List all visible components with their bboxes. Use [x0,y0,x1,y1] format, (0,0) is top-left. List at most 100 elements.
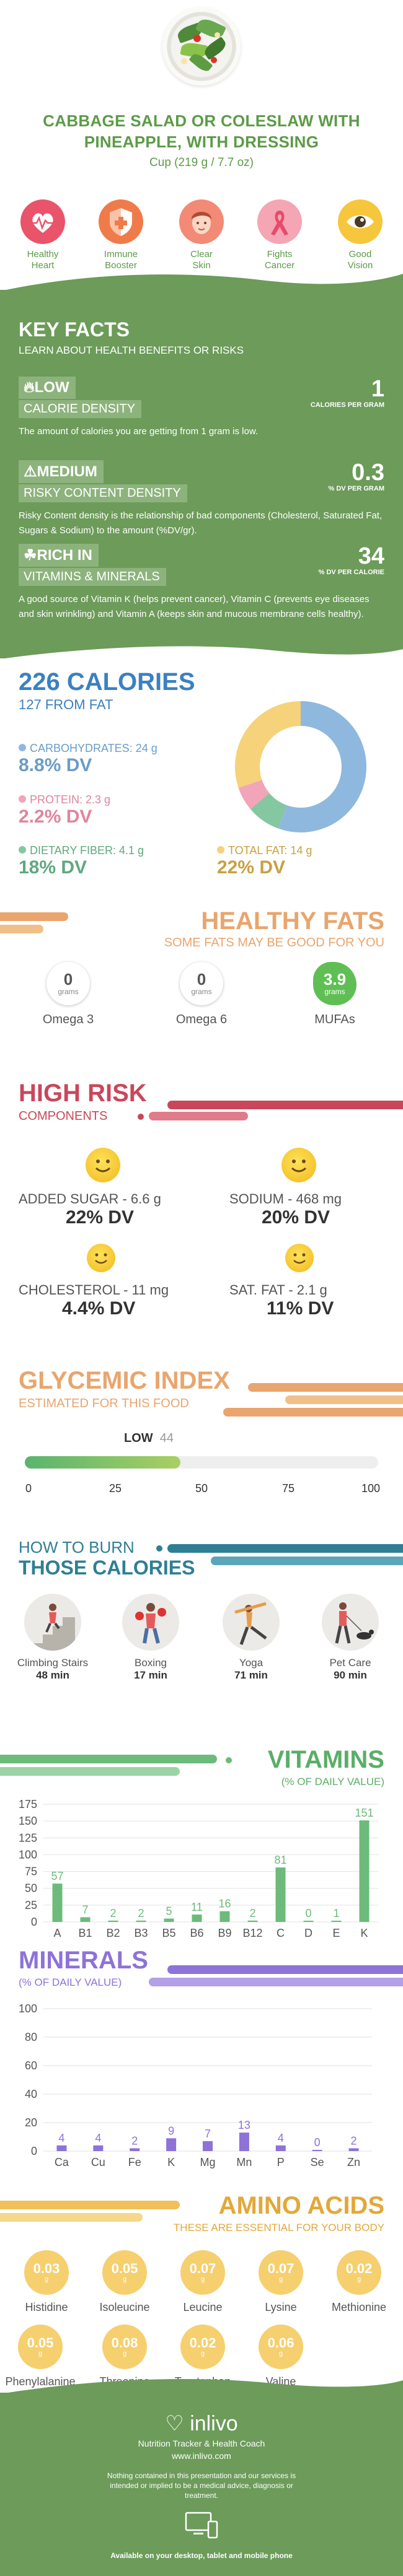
flame-icon: 🔥︎LOW [19,377,76,399]
key-facts-subtitle: LEARN ABOUT HEALTH BENEFITS OR RISKS [19,344,244,356]
glycemic-subtitle: ESTIMATED FOR THIS FOOD [19,1397,189,1410]
vitamins-bar-chart: 025507510012515017557A7B12B22B35B511B616… [19,1798,378,1939]
minerals-section: MINERALS (% OF DAILY VALUE) 0 20 40 60 80 100… [0,1947,403,2188]
bar-value-label: 2 [351,2134,357,2147]
x-tick-label: K [167,2156,175,2168]
smiley-icon [86,1148,120,1182]
smiley-icon [285,1244,314,1272]
serving-size: Cup (219 g / 7.7 oz) [149,156,254,169]
key-facts-section: KEY FACTS LEARN ABOUT HEALTH BENEFITS OR… [0,274,403,659]
risk-added-sugar: ADDED SUGAR - 6.6 g 22% DV [19,1148,198,1228]
vitamins-title: VITAMINS [267,1746,384,1773]
bar-value-label: 4 [95,2132,101,2144]
burn-title-line1: HOW TO BURN [19,1538,135,1557]
gi-tick: 25 [108,1482,122,1495]
gi-tick: 0 [25,1482,32,1495]
bar-se [312,2150,322,2151]
bar-value-label: 4 [278,2132,284,2144]
x-tick-label: B3 [134,1927,148,1939]
amino-methionine: 0.02 g Methionine [319,2250,399,2314]
y-tick-label: 0 [31,2145,37,2157]
x-tick-label: B5 [162,1927,175,1939]
heart-pulse-icon [20,199,65,244]
y-tick-label: 0 [31,1916,37,1928]
x-tick-label: Zn [347,2156,360,2168]
glycemic-bar-fill [25,1456,180,1469]
activity-yoga: Yoga 71 min [211,1594,291,1682]
fact-calorie-density: 🔥︎LOW CALORIE DENSITY 1 CALORIES PER GRAM… [19,376,384,437]
bar-ca [56,2145,67,2151]
disclaimer: Nothing contained in this presentation a… [107,2471,296,2500]
benefit-fights-cancer: Fights Cancer [246,199,314,271]
yoga-icon [223,1594,280,1651]
x-tick-label: B2 [106,1927,120,1939]
activity-climbing-stairs: Climbing Stairs 48 min [12,1594,93,1682]
minerals-title: MINERALS [19,1947,148,1974]
x-tick-label: B9 [218,1927,231,1939]
warning-icon: ⚠︎MEDIUM [19,460,104,483]
gi-tick: 75 [281,1482,295,1495]
brand-tagline: Nutrition Tracker & Health Coach [138,2438,265,2448]
x-tick-label: Ca [55,2156,69,2168]
bar-value-label: 0 [305,1907,311,1919]
bar-value-label: 151 [355,1807,373,1819]
glycemic-bar [25,1456,378,1469]
bar-k [166,2138,177,2151]
fact-vitamins-minerals: ☘︎RICH IN VITAMINS & MINERALS 34% DV PER… [19,543,384,619]
macro-protein: PROTEIN: 2.3 g 2.2% DV [0,791,205,836]
devices-icon [184,2510,219,2543]
activity-boxing: Boxing 17 min [110,1594,191,1682]
vitamins-subtitle: (% OF DAILY VALUE) [281,1776,384,1788]
macro-total-fat: TOTAL FAT: 14 g 22% DV [210,842,396,886]
bar-b3 [136,1920,146,1922]
donut-fat [235,701,366,832]
amino-leucine: 0.07 g Leucine [162,2250,243,2314]
heart-logo-icon: ♡ [165,2412,184,2435]
bar-value-label: 4 [58,2132,64,2144]
bar-k [359,1820,370,1922]
brand-url-link[interactable]: www.inlivo.com [172,2451,231,2461]
brand-logo[interactable]: ♡ inlivo [165,2412,238,2435]
x-tick-label: B1 [78,1927,92,1939]
health-benefits: Healthy Heart Immune Booster Clear Skin Fig… [0,199,403,286]
y-tick-label: 80 [25,2031,37,2043]
burn-calories-section: HOW TO BURN THOSE CALORIES Climbing Stai… [0,1538,403,1742]
gi-tick: 50 [195,1482,208,1495]
x-tick-label: A [53,1927,61,1939]
bar-b12 [247,1920,258,1922]
risk-sodium: SODIUM - 468 mg 20% DV [229,1148,403,1228]
stairs-icon [24,1594,81,1651]
bar-zn [348,2148,359,2151]
amino-lysine: 0.07 g Lysine [241,2250,321,2314]
fact-risky-content: ⚠︎MEDIUM RISKY CONTENT DENSITY 0.3% DV P… [19,460,384,536]
x-tick-label: P [277,2156,285,2168]
y-tick-label: 25 [25,1899,37,1911]
bar-value-label: 2 [110,1907,116,1919]
benefit-good-vision: Good Vision [326,199,394,271]
footer: ♡ inlivo Nutrition Tracker & Health Coac… [0,2379,403,2576]
bar-mg [203,2141,213,2151]
vitamins-section: VITAMINS (% OF DAILY VALUE) 0 25 50 75 100 12… [0,1742,403,1947]
y-tick-label: 75 [25,1866,37,1878]
fat-mufas: 3.9 grams MUFAs [291,962,378,1027]
healthy-fats-subtitle: SOME FATS MAY BE GOOD FOR YOU [164,936,384,950]
availability-note: Available on your desktop, tablet and mo… [110,2551,293,2560]
bar-value-label: 0 [314,2136,321,2149]
x-tick-label: C [277,1927,285,1939]
macro-donut-chart [235,701,366,832]
bar-b9 [219,1911,230,1922]
burn-title-line2: THOSE CALORIES [19,1557,195,1579]
y-tick-label: 150 [19,1815,37,1827]
bar-b6 [192,1915,202,1922]
x-tick-label: Cu [91,2156,105,2168]
page-title: CABBAGE SALAD OR COLESLAW WITH PINEAPPLE… [43,111,360,151]
smiley-icon [87,1244,115,1272]
x-tick-label: B12 [242,1927,262,1939]
bar-value-label: 81 [274,1854,286,1866]
bar-b1 [80,1917,91,1922]
calories-from-fat: 127 FROM FAT [19,697,113,712]
bar-c [275,1867,286,1922]
key-facts-title: KEY FACTS [19,318,130,341]
amino-histidine: 0.03 g Histidine [6,2250,87,2314]
minerals-subtitle: (% OF DAILY VALUE) [19,1976,122,1988]
